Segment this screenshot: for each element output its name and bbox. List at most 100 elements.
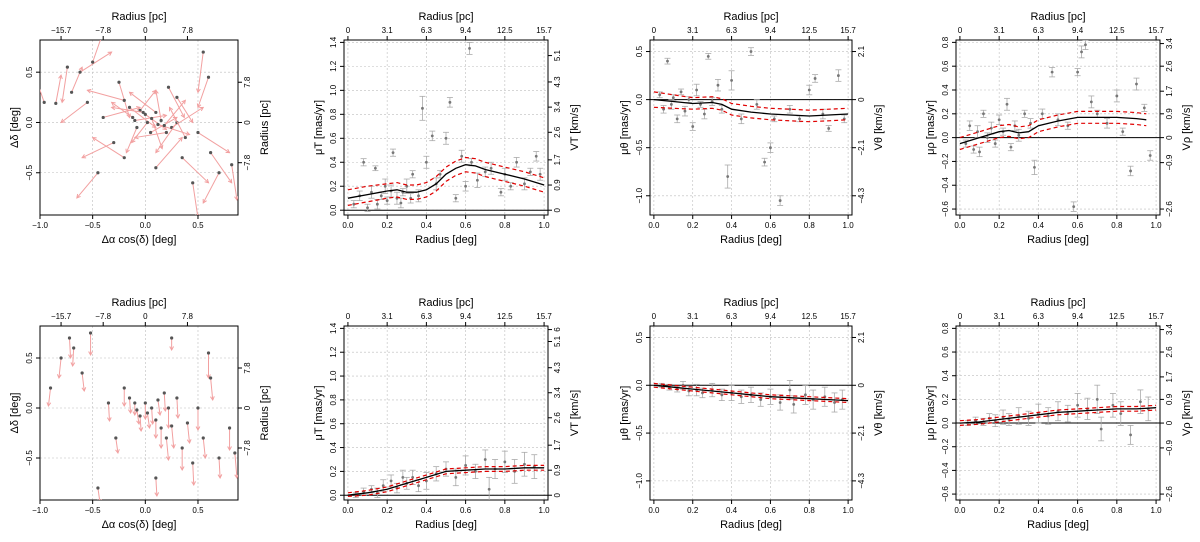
star-point — [166, 406, 171, 410]
y-tick-label: 0.8 — [329, 394, 338, 406]
motion-vector — [234, 452, 238, 479]
star-point — [54, 101, 58, 105]
y-tick-label: 0.5 — [25, 66, 34, 78]
x-tick-label: 0.6 — [765, 506, 777, 515]
right-tick-label: 0 — [1165, 420, 1174, 425]
vector-arrowhead — [146, 424, 152, 430]
y-tick-label: −0.5 — [25, 164, 34, 180]
right-tick-label: 0.9 — [1165, 108, 1174, 120]
x-tick-label: −0.5 — [85, 221, 101, 230]
star-point — [67, 336, 72, 340]
star-point — [72, 346, 76, 350]
x-tick-label: 0.2 — [382, 506, 394, 515]
top-tick-label: 15.7 — [840, 312, 856, 321]
star-point — [162, 123, 166, 128]
motion-vector — [131, 122, 148, 143]
right-axis-label: Vρ [km/s] — [1181, 105, 1193, 151]
motion-vector — [97, 487, 101, 500]
data-point — [1040, 112, 1044, 116]
vector-arrowhead — [178, 136, 183, 142]
data-point — [1111, 403, 1115, 407]
star-point — [96, 171, 100, 175]
data-point — [778, 199, 782, 202]
vector-arrowhead — [154, 492, 160, 498]
vector-arrowhead — [70, 362, 76, 368]
star-point — [135, 408, 139, 412]
star-point — [150, 116, 154, 121]
vector-arrowhead — [81, 154, 87, 159]
motion-vector — [169, 107, 186, 138]
right-tick-label: 1.7 — [553, 439, 562, 451]
y-tick-label: 0.2 — [941, 393, 950, 405]
series-mean — [959, 407, 1157, 424]
series-upper — [347, 156, 545, 191]
motion-vector — [111, 106, 144, 113]
x-tick-label: 0.0 — [342, 221, 354, 230]
y-tick-label: 0.6 — [329, 418, 338, 430]
data-point — [373, 166, 377, 170]
motion-vector — [171, 425, 175, 449]
panel-mut-top: 0.0 0.2 0.4 0.6 0.8 1.0 0 3.1 6.3 9.4 12.5 15.7 0.0 0… — [313, 11, 581, 246]
star-point — [133, 401, 137, 405]
top-tick-label: 9.4 — [460, 312, 472, 321]
y-axis-label: μθ [mas/yr] — [619, 100, 631, 155]
right-tick-label: 1.7 — [1165, 85, 1174, 97]
data-point — [538, 172, 542, 176]
star-point — [154, 476, 158, 480]
top-tick-label: −15.7 — [51, 312, 72, 321]
top-axis-label: Radius [pc] — [418, 11, 473, 23]
series-lower — [347, 469, 545, 497]
vector-arrowhead — [78, 66, 84, 72]
data-point — [352, 202, 356, 206]
y-tick-label: 0.2 — [329, 180, 338, 192]
vector-arrowhead — [227, 178, 233, 184]
data-point — [383, 184, 387, 188]
top-tick-label: 6.3 — [421, 26, 433, 35]
y-axis-label: μT [mas/yr] — [313, 100, 325, 155]
y-tick-label: 0.4 — [941, 370, 950, 382]
plot-body — [650, 380, 852, 414]
y-tick-label: 0.8 — [941, 36, 950, 48]
vector-arrowhead — [195, 426, 201, 432]
star-point — [159, 426, 163, 430]
x-tick-label: 0.8 — [804, 506, 816, 515]
data-point — [726, 175, 730, 178]
right-tick-label: 1.7 — [1165, 371, 1174, 383]
data-point — [483, 458, 487, 461]
right-tick-label: −7.8 — [243, 440, 252, 456]
star-point — [112, 140, 116, 145]
y-tick-label: 0.4 — [329, 156, 338, 168]
star-point — [138, 108, 142, 113]
data-point — [381, 484, 385, 488]
right-tick-label: 7.8 — [243, 362, 252, 374]
y-tick-label: −1.0 — [635, 187, 644, 203]
y-tick-label: 0.5 — [635, 45, 644, 57]
series-mean — [347, 164, 545, 199]
top-tick-label: −7.8 — [95, 312, 111, 321]
data-point — [837, 74, 840, 77]
star-point — [191, 461, 195, 465]
star-point — [170, 424, 174, 428]
top-tick-label: 0 — [958, 26, 963, 35]
x-axis-label: Radius [deg] — [720, 234, 782, 246]
plot-body — [956, 384, 1160, 445]
motion-vector — [76, 172, 99, 199]
motion-vector — [155, 137, 183, 169]
vector-arrowhead — [86, 88, 92, 94]
motion-vector — [111, 101, 133, 118]
motion-vector — [181, 157, 209, 184]
right-tick-label: 0 — [243, 405, 252, 410]
data-point — [968, 124, 972, 128]
data-point — [798, 117, 801, 121]
y-tick-label: −0.5 — [635, 139, 644, 155]
y-tick-label: −0.4 — [941, 177, 950, 193]
right-tick-label: 0.9 — [1165, 393, 1174, 405]
star-point — [122, 156, 126, 160]
data-point — [464, 184, 468, 188]
motion-vector — [87, 89, 125, 101]
y-tick-label: 0.4 — [941, 84, 950, 96]
motion-vector — [107, 402, 111, 422]
star-point — [145, 120, 150, 125]
right-tick-label: 2.6 — [553, 412, 562, 424]
data-point — [375, 202, 379, 206]
